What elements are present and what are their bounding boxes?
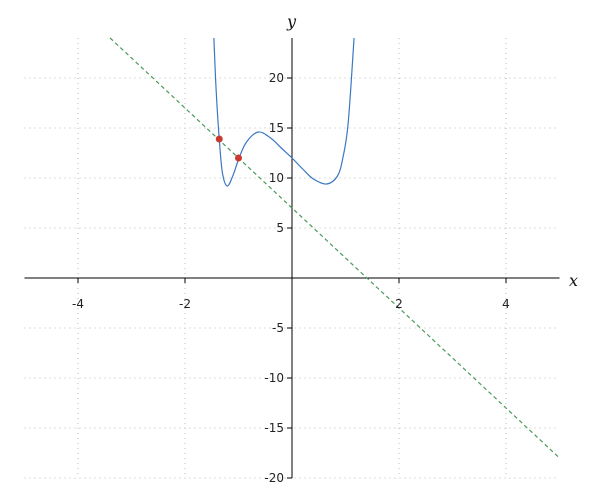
- axes: [24, 38, 560, 479]
- y-tick-label: -15: [264, 421, 284, 435]
- intersection-point: [235, 154, 242, 162]
- y-tick-label: 10: [269, 171, 284, 185]
- y-tick-label: 5: [276, 221, 284, 235]
- intersection-point: [215, 135, 223, 143]
- x-tick-label: 4: [502, 297, 510, 311]
- x-tick-label: 2: [395, 297, 403, 311]
- x-tick-label: -2: [179, 297, 191, 311]
- series: [109, 37, 560, 459]
- dashed-line-series: [109, 37, 560, 459]
- y-axis-label: y: [286, 12, 297, 31]
- x-tick-label: -4: [72, 297, 84, 311]
- tick-labels: -4 -2 2 4 -20 -15 -10 -5 5 10 15 20: [72, 71, 510, 485]
- y-tick-label: 15: [269, 121, 284, 135]
- x-axis-label: x: [569, 271, 578, 290]
- y-tick-label: -5: [272, 321, 284, 335]
- grid: [24, 38, 560, 479]
- y-tick-label: -20: [264, 471, 284, 485]
- curve-series: [213, 37, 355, 187]
- y-tick-label: 20: [269, 71, 284, 85]
- y-tick-label: -10: [264, 371, 284, 385]
